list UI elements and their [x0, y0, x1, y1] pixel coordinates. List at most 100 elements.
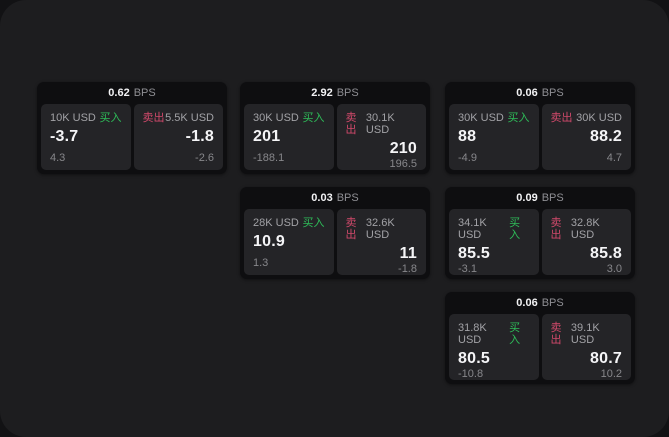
buy-tag: 买入 [302, 217, 325, 229]
buy-label-row: 34.1K USD 买入 [458, 217, 530, 241]
quote-card: 0.06 BPS 31.8K USD 买入 80.5 -10.8 卖出 39.1… [445, 292, 635, 384]
sell-sub-value: 3.0 [606, 263, 622, 275]
sell-amount: 32.8K USD [570, 217, 600, 241]
sell-panel[interactable]: 卖出 5.5K USD -1.8 -2.6 [133, 104, 223, 170]
sell-price: 80.7 [590, 350, 622, 367]
buy-panel[interactable]: 28K USD 买入 10.9 1.3 [244, 209, 334, 275]
quote-card-body: 28K USD 买入 10.9 1.3 卖出 32.6K USD 11 -1.8 [240, 209, 430, 279]
sell-sub-value: -1.8 [398, 263, 417, 275]
buy-amount: 34.1K USD [458, 217, 487, 241]
bps-header: 0.62 BPS [37, 82, 227, 104]
sell-sub-value: -2.6 [195, 152, 214, 164]
sell-panel[interactable]: 卖出 32.6K USD 11 -1.8 [336, 209, 426, 275]
buy-panel[interactable]: 31.8K USD 买入 80.5 -10.8 [449, 314, 539, 380]
quote-card: 0.03 BPS 28K USD 买入 10.9 1.3 卖出 32.6K US… [240, 187, 430, 279]
bps-value: 2.92 [311, 87, 333, 99]
bps-header: 2.92 BPS [240, 82, 430, 104]
sell-sub-value: 196.5 [389, 158, 417, 170]
sell-price: 85.8 [590, 245, 622, 262]
buy-price: 201 [253, 128, 281, 145]
bps-header: 0.09 BPS [445, 187, 635, 209]
buy-tag: 买入 [507, 112, 530, 124]
buy-label-row: 28K USD 买入 [253, 217, 325, 229]
bps-header: 0.03 BPS [240, 187, 430, 209]
sell-tag: 卖出 [550, 217, 562, 241]
sell-sub-value: 4.7 [606, 152, 622, 164]
bps-unit-label: BPS [336, 87, 359, 99]
bps-unit-label: BPS [336, 192, 359, 204]
sell-amount: 32.6K USD [365, 217, 395, 241]
quote-card: 0.06 BPS 30K USD 买入 88 -4.9 卖出 30K USD 8… [445, 82, 635, 174]
buy-panel[interactable]: 10K USD 买入 -3.7 4.3 [41, 104, 131, 170]
sell-amount: 39.1K USD [570, 322, 600, 346]
sell-tag: 卖出 [345, 217, 357, 241]
sell-price: 11 [399, 245, 417, 262]
sell-tag: 卖出 [550, 112, 573, 124]
buy-tag: 买入 [99, 112, 122, 124]
buy-tag: 买入 [509, 217, 521, 241]
bps-header: 0.06 BPS [445, 292, 635, 314]
bps-header: 0.06 BPS [445, 82, 635, 104]
buy-sub-value: -188.1 [253, 152, 285, 164]
sell-panel[interactable]: 卖出 30.1K USD 210 196.5 [336, 104, 426, 170]
quote-card-body: 31.8K USD 买入 80.5 -10.8 卖出 39.1K USD 80.… [445, 314, 635, 384]
buy-sub-value: 1.3 [253, 257, 269, 269]
sell-label-row: 卖出 30.1K USD [346, 112, 418, 136]
bps-value: 0.03 [311, 192, 333, 204]
sell-amount: 30K USD [576, 112, 622, 124]
quote-card-body: 30K USD 买入 88 -4.9 卖出 30K USD 88.2 4.7 [445, 104, 635, 174]
buy-label-row: 30K USD 买入 [458, 112, 530, 124]
bps-unit-label: BPS [133, 87, 156, 99]
sell-tag: 卖出 [345, 112, 357, 136]
quote-card: 0.62 BPS 10K USD 买入 -3.7 4.3 卖出 5.5K USD… [37, 82, 227, 174]
sell-sub-value: 10.2 [600, 368, 622, 380]
buy-label-row: 30K USD 买入 [253, 112, 325, 124]
quote-card-body: 34.1K USD 买入 85.5 -3.1 卖出 32.8K USD 85.8… [445, 209, 635, 279]
bps-value: 0.06 [516, 297, 538, 309]
sell-label-row: 卖出 30K USD [551, 112, 623, 124]
buy-panel[interactable]: 30K USD 买入 201 -188.1 [244, 104, 334, 170]
buy-tag: 买入 [302, 112, 325, 124]
buy-amount: 28K USD [253, 217, 299, 229]
sell-price: 88.2 [590, 128, 622, 145]
buy-tag: 买入 [509, 322, 521, 346]
sell-tag: 卖出 [550, 322, 562, 346]
buy-amount: 30K USD [253, 112, 299, 124]
quote-card-body: 10K USD 买入 -3.7 4.3 卖出 5.5K USD -1.8 -2.… [37, 104, 227, 174]
sell-amount: 30.1K USD [365, 112, 395, 136]
buy-amount: 30K USD [458, 112, 504, 124]
sell-amount: 5.5K USD [165, 112, 214, 124]
buy-amount: 31.8K USD [458, 322, 487, 346]
buy-label-row: 10K USD 买入 [50, 112, 122, 124]
sell-panel[interactable]: 卖出 32.8K USD 85.8 3.0 [541, 209, 631, 275]
sell-label-row: 卖出 32.6K USD [346, 217, 418, 241]
sell-price: -1.8 [185, 128, 214, 145]
sell-label-row: 卖出 5.5K USD [143, 112, 215, 124]
bps-value: 0.06 [516, 87, 538, 99]
sell-label-row: 卖出 32.8K USD [551, 217, 623, 241]
sell-panel[interactable]: 卖出 30K USD 88.2 4.7 [541, 104, 631, 170]
bps-unit-label: BPS [541, 297, 564, 309]
bps-unit-label: BPS [541, 192, 564, 204]
buy-panel[interactable]: 34.1K USD 买入 85.5 -3.1 [449, 209, 539, 275]
quote-card-body: 30K USD 买入 201 -188.1 卖出 30.1K USD 210 1… [240, 104, 430, 174]
bps-value: 0.09 [516, 192, 538, 204]
sell-tag: 卖出 [142, 112, 165, 124]
buy-price: 88 [458, 128, 477, 145]
buy-price: -3.7 [50, 128, 79, 145]
buy-label-row: 31.8K USD 买入 [458, 322, 530, 346]
sell-label-row: 卖出 39.1K USD [551, 322, 623, 346]
sell-panel[interactable]: 卖出 39.1K USD 80.7 10.2 [541, 314, 631, 380]
buy-sub-value: -4.9 [458, 152, 477, 164]
bps-unit-label: BPS [541, 87, 564, 99]
buy-price: 10.9 [253, 233, 285, 250]
buy-sub-value: -3.1 [458, 263, 477, 275]
buy-sub-value: -10.8 [458, 368, 484, 380]
buy-panel[interactable]: 30K USD 买入 88 -4.9 [449, 104, 539, 170]
buy-amount: 10K USD [50, 112, 96, 124]
buy-price: 85.5 [458, 245, 490, 262]
quote-card: 0.09 BPS 34.1K USD 买入 85.5 -3.1 卖出 32.8K… [445, 187, 635, 279]
bps-value: 0.62 [108, 87, 130, 99]
